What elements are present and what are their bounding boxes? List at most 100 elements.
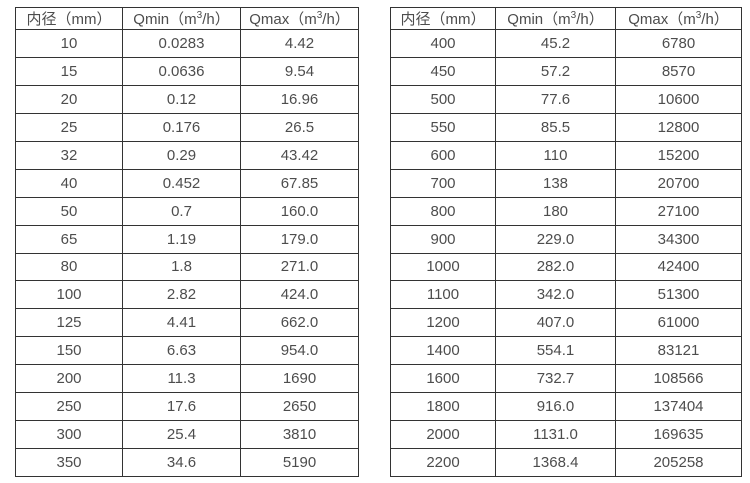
table-cell: 179.0	[240, 224, 359, 254]
table-row: 65 1.19 179.0	[15, 224, 359, 254]
table-row: 2000 1131.0 169635	[390, 420, 742, 450]
table-cell: 57.2	[495, 56, 616, 86]
table-row: 1600 732.7 108566	[390, 364, 742, 394]
table-cell: 34.6	[122, 448, 241, 477]
table-cell: 550	[390, 112, 496, 142]
table-cell: 8570	[615, 56, 742, 86]
table-cell: 1800	[390, 392, 496, 422]
table-cell: 2200	[390, 448, 496, 477]
unit-superscript: 3	[695, 10, 702, 21]
table-cell: 1600	[390, 364, 496, 394]
table-cell: 342.0	[495, 280, 616, 310]
table-cell: 600	[390, 140, 496, 170]
table-cell: 2650	[240, 392, 359, 422]
table-row: 1000 282.0 42400	[390, 252, 742, 282]
table-cell: 10600	[615, 84, 742, 114]
table-cell: 407.0	[495, 308, 616, 338]
table-row: 2200 1368.4 205258	[390, 448, 742, 477]
table-cell: 1200	[390, 308, 496, 338]
table-cell: 20700	[615, 168, 742, 198]
table-cell: 0.0636	[122, 56, 241, 86]
table-cell: 400	[390, 29, 496, 58]
table-cell: 500	[390, 84, 496, 114]
table-row: 500 77.6 10600	[390, 84, 742, 114]
table-cell: 1368.4	[495, 448, 616, 477]
table-row: 150 6.63 954.0	[15, 336, 359, 366]
table-row: 100 2.82 424.0	[15, 280, 359, 310]
table-cell: 2.82	[122, 280, 241, 310]
table-row: 250 17.6 2650	[15, 392, 359, 422]
column-header: Qmin（m3/h）	[122, 7, 241, 30]
table-cell: 27100	[615, 196, 742, 226]
table-cell: 77.6	[495, 84, 616, 114]
table-cell: 800	[390, 196, 496, 226]
table-cell: 6780	[615, 29, 742, 58]
table-row: 80 1.8 271.0	[15, 252, 359, 282]
table-cell: 50	[15, 196, 123, 226]
table-cell: 4.41	[122, 308, 241, 338]
column-header: Qmin（m3/h）	[495, 7, 616, 30]
table-cell: 34300	[615, 224, 742, 254]
table-row: 200 11.3 1690	[15, 364, 359, 394]
table-cell: 700	[390, 168, 496, 198]
column-header: Qmax（m3/h）	[240, 7, 359, 30]
table-cell: 250	[15, 392, 123, 422]
table-cell: 160.0	[240, 196, 359, 226]
table-cell: 61000	[615, 308, 742, 338]
table-cell: 424.0	[240, 280, 359, 310]
table-cell: 662.0	[240, 308, 359, 338]
table-cell: 40	[15, 168, 123, 198]
table-cell: 42400	[615, 252, 742, 282]
table-cell: 1100	[390, 280, 496, 310]
table-row: 800 180 27100	[390, 196, 742, 226]
table-cell: 200	[15, 364, 123, 394]
unit-superscript: 3	[570, 10, 577, 21]
table-cell: 450	[390, 56, 496, 86]
table-cell: 0.0283	[122, 29, 241, 58]
table-cell: 350	[15, 448, 123, 477]
table-cell: 65	[15, 224, 123, 254]
table-cell: 0.12	[122, 84, 241, 114]
header-row: 内径（mm） Qmin（m3/h） Qmax（m3/h）	[390, 7, 742, 30]
table-cell: 3810	[240, 420, 359, 450]
table-cell: 300	[15, 420, 123, 450]
header-row: 内径（mm） Qmin（m3/h） Qmax（m3/h）	[15, 7, 359, 30]
table-cell: 85.5	[495, 112, 616, 142]
column-header: 内径（mm）	[15, 7, 123, 30]
table-cell: 229.0	[495, 224, 616, 254]
flow-spec-table-large-diameters: 内径（mm） Qmin（m3/h） Qmax（m3/h） 400 45.2 6780 450…	[390, 7, 742, 477]
table-cell: 0.7	[122, 196, 241, 226]
table-cell: 1690	[240, 364, 359, 394]
table-cell: 954.0	[240, 336, 359, 366]
table-cell: 125	[15, 308, 123, 338]
table-cell: 26.5	[240, 112, 359, 142]
table-cell: 45.2	[495, 29, 616, 58]
table-cell: 17.6	[122, 392, 241, 422]
table-cell: 0.29	[122, 140, 241, 170]
table-cell: 100	[15, 280, 123, 310]
table-row: 700 138 20700	[390, 168, 742, 198]
table-row: 1100 342.0 51300	[390, 280, 742, 310]
table-row: 1400 554.1 83121	[390, 336, 742, 366]
table-cell: 1.19	[122, 224, 241, 254]
table-row: 40 0.452 67.85	[15, 168, 359, 198]
table-row: 600 110 15200	[390, 140, 742, 170]
table-cell: 6.63	[122, 336, 241, 366]
table-cell: 138	[495, 168, 616, 198]
table-cell: 67.85	[240, 168, 359, 198]
table-row: 1200 407.0 61000	[390, 308, 742, 338]
table-row: 1800 916.0 137404	[390, 392, 742, 422]
table-cell: 20	[15, 84, 123, 114]
table-cell: 15	[15, 56, 123, 86]
table-row: 32 0.29 43.42	[15, 140, 359, 170]
flow-spec-table-small-diameters: 内径（mm） Qmin（m3/h） Qmax（m3/h） 10 0.0283 4.42 15…	[15, 7, 359, 477]
table-cell: 11.3	[122, 364, 241, 394]
table-cell: 282.0	[495, 252, 616, 282]
table-cell: 32	[15, 140, 123, 170]
table-cell: 16.96	[240, 84, 359, 114]
table-cell: 5190	[240, 448, 359, 477]
table-row: 300 25.4 3810	[15, 420, 359, 450]
table-cell: 10	[15, 29, 123, 58]
table-row: 15 0.0636 9.54	[15, 56, 359, 86]
table-cell: 43.42	[240, 140, 359, 170]
